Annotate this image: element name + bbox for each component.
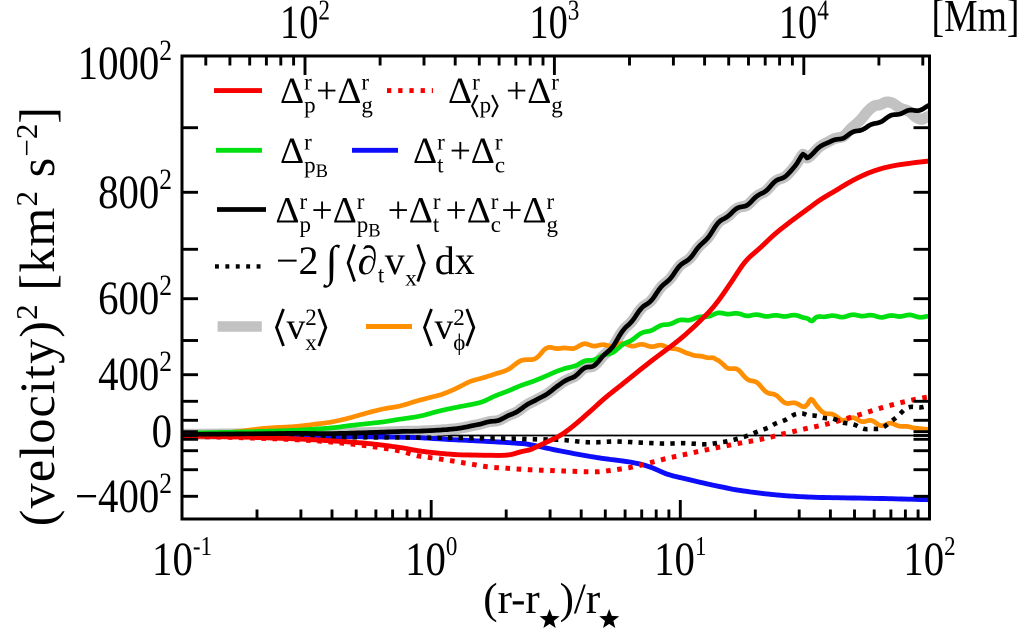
svg-text:r: r [361,70,369,95]
svg-text:r: r [495,130,503,155]
svg-text:+: + [506,71,527,112]
svg-text:2: 2 [453,305,465,330]
svg-text:6002: 6002 [98,269,172,325]
svg-text:Δ: Δ [413,131,437,172]
svg-text:r: r [304,130,312,155]
svg-text:r: r [491,189,499,214]
svg-text:p: p [357,212,369,237]
svg-text:dx: dx [435,238,475,283]
svg-text:B: B [368,221,380,241]
svg-text:∂: ∂ [358,238,378,283]
svg-text:101: 101 [654,532,706,586]
svg-text:Δ: Δ [527,71,551,112]
svg-text:Δ: Δ [337,71,361,112]
svg-text:g: g [361,93,373,118]
svg-text:B: B [316,162,328,182]
svg-text:2: 2 [305,305,317,330]
svg-text:0: 0 [152,404,172,458]
svg-text:(velocity)2 [km2 s−2]: (velocity)2 [km2 s−2] [9,106,65,526]
svg-text:+: + [388,190,409,231]
svg-text:p: p [304,153,316,178]
svg-text:102: 102 [280,0,330,49]
svg-text:g: g [551,93,563,118]
svg-text:x: x [305,330,317,355]
svg-text:r: r [437,130,445,155]
svg-text:r: r [300,189,308,214]
svg-text:Δ: Δ [280,71,304,112]
svg-text:+: + [316,71,337,112]
svg-text:r: r [547,189,555,214]
svg-text:r: r [304,70,312,95]
svg-text:Δ: Δ [448,71,472,112]
svg-text:g: g [547,212,559,237]
svg-text:p: p [480,93,492,118]
svg-text:∫: ∫ [323,237,341,288]
svg-text:Δ: Δ [409,190,433,231]
svg-text:Δ: Δ [471,131,495,172]
svg-text:p: p [304,93,316,118]
svg-text:10002: 10002 [78,34,172,90]
svg-text:Δ: Δ [280,131,304,172]
svg-text:100: 100 [405,532,457,586]
svg-text:t: t [437,153,444,178]
svg-text:+: + [312,190,333,231]
svg-text:v: v [385,238,405,283]
svg-text:ϕ: ϕ [453,330,465,355]
svg-text:r: r [551,70,559,95]
svg-text:c: c [495,153,505,178]
svg-text:v: v [435,307,454,348]
svg-text:x: x [405,266,417,291]
svg-text:Δ: Δ [522,190,546,231]
svg-text:[Mm]: [Mm] [932,0,1020,42]
svg-text:p: p [300,212,312,237]
svg-text:−4002: −4002 [75,467,172,523]
svg-text:Δ: Δ [275,190,299,231]
svg-text:r: r [433,189,441,214]
svg-text:t: t [433,212,440,237]
svg-text:)/r: )/r [560,576,601,623]
svg-text:c: c [491,212,501,237]
svg-text:+: + [446,190,467,231]
svg-text:+: + [501,190,522,231]
svg-text:(r-r: (r-r [483,576,539,623]
svg-text:−2: −2 [276,238,319,283]
svg-text:Δ: Δ [333,190,357,231]
svg-text:r: r [357,189,365,214]
svg-text:+: + [450,131,471,172]
svg-text:Δ: Δ [467,190,491,231]
svg-text:r: r [472,70,480,95]
svg-text:v: v [287,307,306,348]
svg-text:t: t [378,263,385,288]
